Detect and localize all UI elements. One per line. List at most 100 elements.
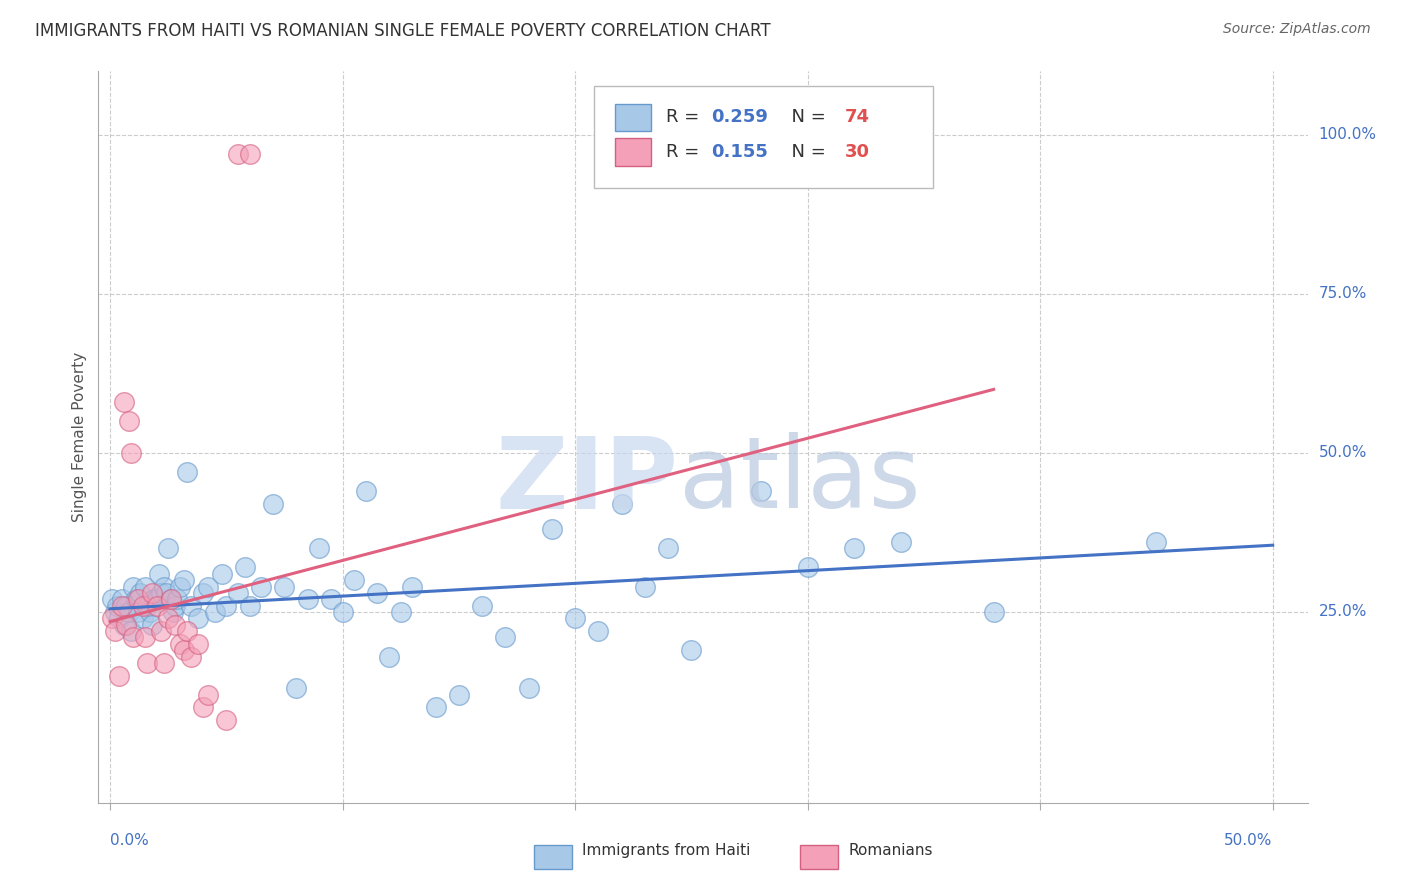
Point — [143, 592, 166, 607]
Point — [104, 605, 127, 619]
Point — [187, 611, 209, 625]
Point — [169, 580, 191, 594]
FancyBboxPatch shape — [614, 138, 651, 166]
Point — [239, 599, 262, 613]
Point — [226, 586, 249, 600]
Point — [749, 484, 772, 499]
Point — [354, 484, 377, 499]
Point — [332, 605, 354, 619]
Point — [159, 592, 181, 607]
Text: IMMIGRANTS FROM HAITI VS ROMANIAN SINGLE FEMALE POVERTY CORRELATION CHART: IMMIGRANTS FROM HAITI VS ROMANIAN SINGLE… — [35, 22, 770, 40]
Point — [176, 465, 198, 479]
Point — [124, 592, 146, 607]
Point — [112, 395, 135, 409]
Text: 50.0%: 50.0% — [1225, 833, 1272, 848]
Point — [180, 599, 202, 613]
Text: Romanians: Romanians — [848, 843, 932, 858]
Point — [319, 592, 342, 607]
Point — [112, 617, 135, 632]
FancyBboxPatch shape — [614, 103, 651, 131]
Point — [122, 631, 145, 645]
Point — [131, 611, 153, 625]
Point — [796, 560, 818, 574]
Point — [273, 580, 295, 594]
Point — [120, 624, 142, 638]
Point — [494, 631, 516, 645]
Point — [204, 605, 226, 619]
Point — [191, 700, 214, 714]
Text: 30: 30 — [845, 143, 869, 161]
Point — [564, 611, 586, 625]
Point — [127, 592, 149, 607]
Point — [162, 605, 184, 619]
Point — [101, 611, 124, 625]
Point — [401, 580, 423, 594]
Point — [118, 414, 141, 428]
Point — [136, 599, 159, 613]
Point — [165, 617, 187, 632]
Point — [634, 580, 657, 594]
Point — [141, 617, 163, 632]
Text: N =: N = — [780, 109, 832, 127]
Point — [101, 592, 124, 607]
Point — [152, 656, 174, 670]
Point — [389, 605, 412, 619]
Point — [890, 535, 912, 549]
Point — [169, 637, 191, 651]
Point — [127, 605, 149, 619]
Point — [155, 586, 177, 600]
Point — [378, 649, 401, 664]
Point — [145, 592, 167, 607]
Point — [657, 541, 679, 556]
Point — [366, 586, 388, 600]
Point — [191, 586, 214, 600]
Point — [134, 631, 156, 645]
Point — [197, 580, 219, 594]
Point — [136, 656, 159, 670]
Point — [166, 592, 188, 607]
Text: R =: R = — [665, 143, 704, 161]
Point — [131, 599, 153, 613]
Point — [588, 624, 610, 638]
Text: 0.0%: 0.0% — [110, 833, 149, 848]
Point — [104, 624, 127, 638]
Point — [108, 611, 131, 625]
Point — [129, 586, 152, 600]
Point — [157, 541, 180, 556]
Point — [148, 566, 170, 581]
Point — [211, 566, 233, 581]
Point — [115, 599, 138, 613]
Point — [343, 573, 366, 587]
Point — [141, 586, 163, 600]
Text: 74: 74 — [845, 109, 869, 127]
Point — [138, 605, 160, 619]
Point — [118, 605, 141, 619]
Point — [844, 541, 866, 556]
Text: Source: ZipAtlas.com: Source: ZipAtlas.com — [1223, 22, 1371, 37]
Text: 0.155: 0.155 — [711, 143, 768, 161]
Point — [517, 681, 540, 696]
Point — [447, 688, 470, 702]
Point — [681, 643, 703, 657]
Text: Immigrants from Haiti: Immigrants from Haiti — [582, 843, 751, 858]
Point — [187, 637, 209, 651]
Point — [425, 700, 447, 714]
Point — [197, 688, 219, 702]
Point — [173, 573, 195, 587]
Y-axis label: Single Female Poverty: Single Female Poverty — [72, 352, 87, 522]
Point — [115, 617, 138, 632]
Point — [150, 624, 173, 638]
Point — [610, 497, 633, 511]
Point — [233, 560, 256, 574]
Text: 25.0%: 25.0% — [1319, 605, 1367, 619]
Point — [165, 599, 187, 613]
Point — [173, 643, 195, 657]
Point — [150, 586, 173, 600]
Text: 0.259: 0.259 — [711, 109, 768, 127]
Point — [250, 580, 273, 594]
Text: 75.0%: 75.0% — [1319, 286, 1367, 301]
Point — [145, 599, 167, 613]
FancyBboxPatch shape — [595, 86, 932, 188]
Point — [111, 592, 134, 607]
FancyBboxPatch shape — [800, 846, 838, 869]
